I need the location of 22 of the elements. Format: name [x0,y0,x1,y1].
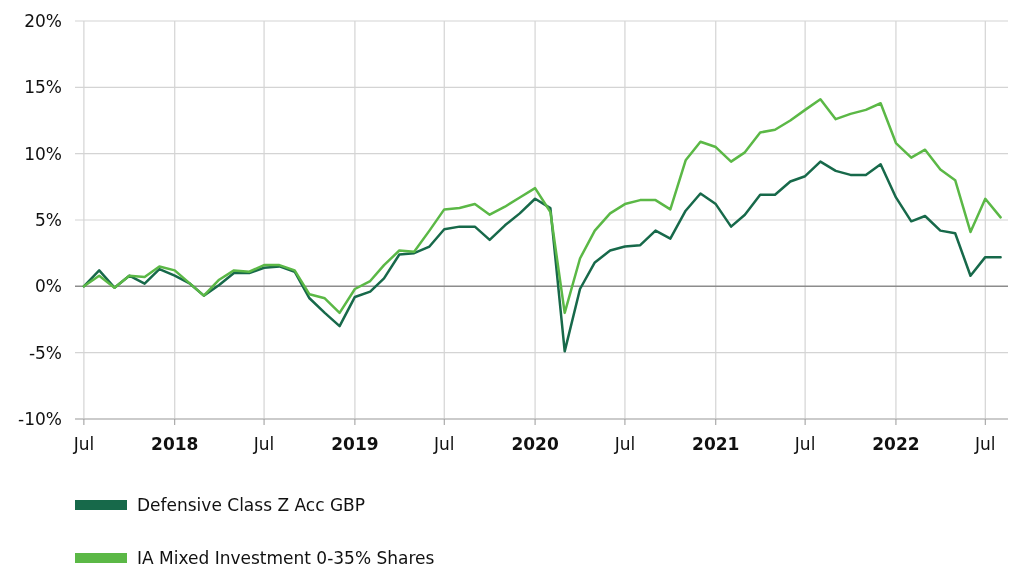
y-tick-label: -10% [18,409,62,429]
x-tick-label: 2022 [872,434,920,454]
y-tick-label: -5% [28,342,62,363]
x-tick-label: Jul [793,434,816,454]
y-tick-label: 0% [35,276,62,297]
x-tick-label: Jul [974,434,996,454]
x-tick-label: 2018 [151,434,199,454]
y-tick-label: 10% [24,143,62,164]
y-tick-label: 20% [24,11,62,31]
x-tick-label: Jul [252,434,275,454]
x-tick-label: Jul [432,434,455,454]
x-tick-label: Jul [72,434,95,454]
legend-label: Defensive Class Z Acc GBP [137,495,365,515]
y-tick-label: 5% [35,210,62,230]
x-tick-label: 2021 [692,434,740,454]
x-tick-label: 2020 [511,434,559,454]
legend-label: IA Mixed Investment 0-35% Shares [137,548,435,568]
x-tick-label: Jul [613,434,636,454]
x-tick-label: 2019 [331,434,379,454]
line-series [82,160,1002,353]
line-series [82,98,1002,315]
y-tick-label: 15% [24,77,62,98]
